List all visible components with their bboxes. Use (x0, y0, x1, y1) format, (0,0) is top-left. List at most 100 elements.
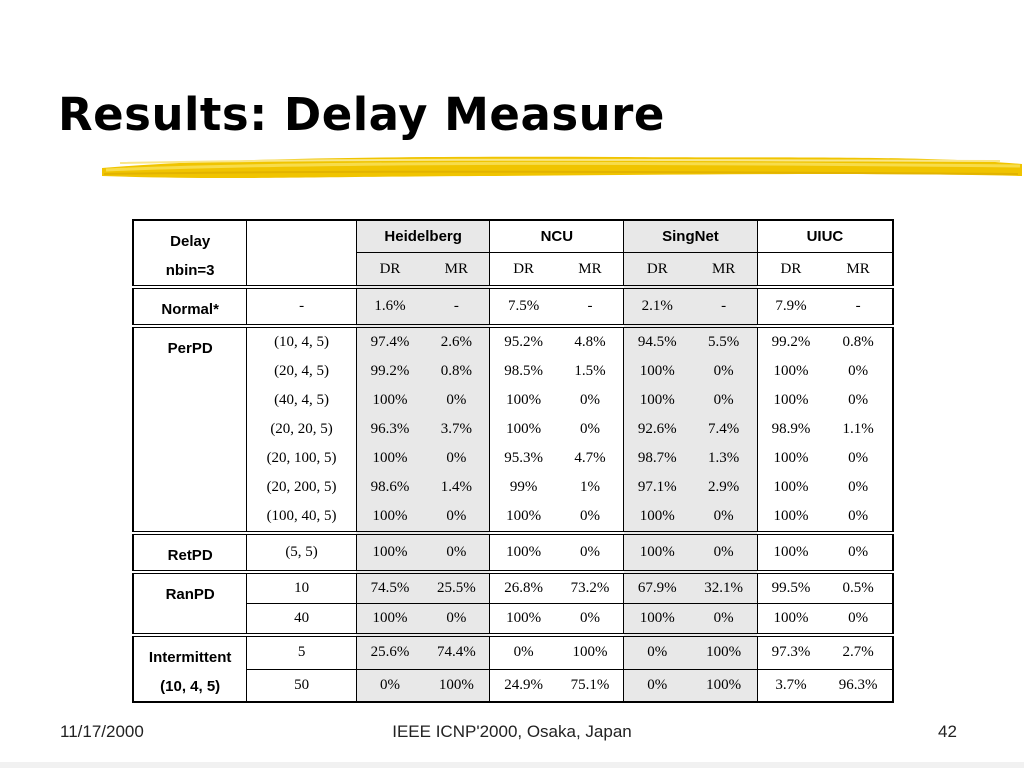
param-cell: (20, 200, 5) (246, 473, 357, 502)
dr-value-cell: 100% (489, 531, 557, 572)
mr-value-cell: 1.5% (574, 363, 606, 379)
mr-value-cell: 0.8% (824, 324, 893, 357)
corner-header: Delay nbin=3 (133, 220, 247, 287)
mr-value-cell: 0% (423, 531, 490, 572)
mr-value-cell: 0% (848, 479, 869, 495)
dr-value-cell: 100% (756, 531, 825, 572)
slide-title: Results: Delay Measure (58, 88, 665, 141)
row-group-label-line: Normal* (161, 301, 219, 318)
footer-date: 11/17/2000 (60, 722, 144, 741)
table-row: 40 100% 0% 100% 0% 100% 0% 100% 0% (133, 603, 893, 635)
mr-value-cell: 0% (556, 603, 624, 635)
corner-header-line1: Delay (170, 233, 211, 250)
row-group-label: Intermittent (10, 4, 5) (133, 633, 247, 702)
param-cell: 40 (246, 603, 357, 635)
dr-value-cell: 92.6% (623, 415, 691, 444)
param-header (246, 220, 357, 287)
dr-value-cell: 98.9% (756, 415, 825, 444)
mr-subheader: MR (690, 252, 758, 287)
mr-value-cell: 4.7% (574, 450, 606, 466)
dr-value-cell: 100% (355, 531, 424, 572)
dr-value-cell: 26.8% (489, 570, 557, 604)
dr-subheader: DR (623, 252, 691, 287)
table-row: (40, 4, 5) 100% 0% 100% 0% 100% 0% 100% 0% (133, 386, 893, 415)
dr-value-cell: 100% (756, 603, 825, 635)
mr-value-cell: 0% (848, 363, 869, 379)
bottom-rule (0, 762, 1024, 768)
table-row: (20, 4, 5) 99.2% 0.8% 98.5% 1.5% 100% 0% 100% 0% (133, 357, 893, 386)
mr-value-cell: 2.9% (690, 473, 758, 502)
table-row: Normal* -1.6% -7.5% -2.1% -7.9% - (133, 285, 893, 326)
site-header: Heidelberg (355, 220, 490, 253)
dr-value-cell: 67.9% (623, 570, 691, 604)
dr-value-cell: 2.1% (623, 285, 691, 326)
mr-value-cell: 0% (848, 392, 869, 408)
mr-value-cell: 2.6% (423, 324, 490, 357)
dr-value-cell: 100% (489, 603, 557, 635)
mr-value-cell: 1.3% (690, 444, 758, 473)
dr-value-cell: 98.7% (623, 444, 691, 473)
mr-value-cell: 0% (690, 357, 758, 386)
dr-value-cell: 0% (623, 632, 691, 670)
dr-value-cell: 3.7% (756, 668, 825, 702)
row-group-label-line: PerPD (167, 340, 213, 357)
table-row: PerPD (10, 4, 5) 97.4% 2.6% 95.2% 4.8% 94.5% 5.… (133, 324, 893, 533)
dr-value-cell: 97.4% (355, 324, 424, 357)
mr-value-cell: 0% (556, 531, 624, 572)
dr-value-cell: 100% (489, 386, 557, 415)
mr-value-cell: 0% (824, 603, 893, 635)
dr-value-cell: 100% (355, 444, 424, 473)
dr-value-cell: 0% (489, 632, 557, 670)
header-row-metrics: DR MR DR MR DR MR DR MR (133, 252, 893, 287)
corner-header-line2: nbin=3 (165, 262, 215, 279)
dr-subheader: DR (489, 252, 557, 287)
mr-value-cell: 25.5% (423, 570, 490, 604)
table-row: RanPD 10 74.5% 25.5% 26.8% 73.2% 67.9% 32.1% 99.… (133, 570, 893, 635)
mr-subheader: MR (556, 252, 624, 287)
mr-value-cell: 75.1% (556, 668, 624, 702)
mr-subheader: MR (423, 252, 490, 287)
dr-value-cell: 100% (756, 502, 825, 533)
mr-value-cell: - (824, 285, 893, 326)
highlight-stroke (102, 156, 1022, 179)
dr-value-cell: 100% (355, 386, 424, 415)
dr-value-cell: 98.6% (355, 473, 424, 502)
mr-value-cell: 0% (848, 508, 869, 524)
dr-value-cell: 100% (756, 386, 825, 415)
dr-value-cell: 100% (623, 357, 691, 386)
mr-value-cell: - (423, 285, 490, 326)
dr-value-cell: 99% (489, 473, 557, 502)
dr-value-cell: 96.3% (355, 415, 424, 444)
dr-value-cell: 99.2% (355, 357, 424, 386)
table-row: (20, 100, 5) 100% 0% 95.3% 4.7% 98.7% 1.3% 100%… (133, 444, 893, 473)
mr-value-cell: 0% (848, 450, 869, 466)
results-table: Delay nbin=3 Heidelberg NCU SingNet UIUC DR MR D… (132, 219, 894, 703)
mr-value-cell: 0% (423, 603, 490, 635)
dr-value-cell: 100% (623, 531, 691, 572)
mr-value-cell: 0% (824, 531, 893, 572)
dr-value-cell: 94.5% (623, 324, 691, 357)
mr-value-cell: 0% (423, 444, 490, 473)
row-group-label-line: (10, 4, 5) (160, 678, 221, 695)
dr-value-cell: 98.5% (489, 357, 557, 386)
mr-value-cell: 74.4% (423, 632, 490, 670)
mr-value-cell: 7.4% (690, 415, 758, 444)
dr-value-cell: 25.6% (355, 632, 424, 670)
footer-page-number: 42 (938, 722, 957, 741)
mr-value-cell: 0% (423, 502, 490, 533)
param-cell: (20, 100, 5) (246, 444, 357, 473)
param-cell: (100, 40, 5) (246, 502, 357, 533)
table-row: Intermittent (10, 4, 5) 5 25.6% 74.4% 0% 100% 0… (133, 632, 893, 702)
mr-value-cell: 100% (556, 632, 624, 670)
table-row: (20, 200, 5) 98.6% 1.4% 99% 1% 97.1% 2.9% 100% 0… (133, 473, 893, 502)
footer-venue: IEEE ICNP'2000, Osaka, Japan (392, 722, 632, 741)
mr-value-cell: 73.2% (556, 570, 624, 604)
row-group-label: RanPD (133, 570, 247, 635)
mr-value-cell: 3.7% (423, 415, 490, 444)
mr-value-cell: 0% (690, 603, 758, 635)
dr-value-cell: 100% (489, 415, 557, 444)
param-cell: 5 (246, 632, 357, 670)
table-row: 50 0% 100% 24.9% 75.1% 0% 100% 3.7% 96.3% (133, 668, 893, 702)
mr-value-cell: 0% (423, 386, 490, 415)
param-cell: (20, 4, 5) (246, 357, 357, 386)
